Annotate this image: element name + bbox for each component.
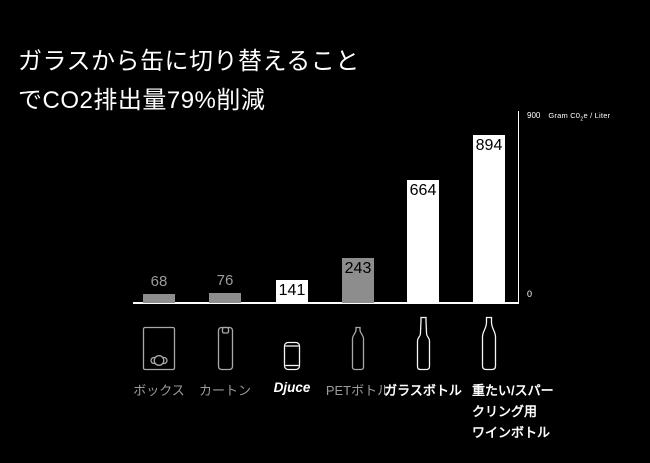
bar-sparkling-bottle — [473, 135, 505, 303]
x-axis-baseline — [133, 302, 519, 304]
slide-title-line2: でCO2排出量79%削減 — [18, 87, 266, 114]
box-icon — [142, 326, 176, 371]
category-label-sparkling-bottle: 重たい/スパー クリング用 ワインボトル — [472, 383, 554, 440]
glass-bottle-icon — [416, 316, 431, 371]
bar-can — [276, 280, 308, 303]
bar-glass-bottle — [407, 180, 439, 303]
bar-value-label: 243 — [344, 260, 372, 277]
unit-prefix: Gram C0 — [548, 111, 581, 120]
bar-value-label: 894 — [475, 137, 503, 154]
sparkling-bottle-icon — [481, 316, 497, 371]
slide-title: ガラスから缶に切り替えること でCO2排出量79%削減 — [18, 42, 360, 120]
bar-value-label: 141 — [278, 282, 306, 299]
category-label-box: ボックス — [133, 383, 185, 398]
bar-carton — [209, 293, 241, 303]
can-icon — [282, 341, 302, 371]
y-axis-zero-label: 0 — [527, 289, 533, 299]
category-label-can: Djuce — [273, 380, 311, 395]
bar-box — [143, 294, 175, 303]
unit-subscript: 2 — [580, 116, 584, 123]
carton-icon — [217, 326, 234, 371]
bar-value-label: 76 — [216, 272, 234, 289]
y-axis-line — [518, 111, 519, 303]
y-axis-max-label: 900 Gram C02e / Liter — [527, 111, 610, 123]
pet-bottle-icon — [351, 326, 365, 371]
bar-value-label: 664 — [409, 182, 437, 199]
y-axis-unit-label: Gram C02e / Liter — [548, 111, 610, 123]
category-label-carton: カートン — [198, 383, 251, 398]
bar-pet-bottle — [342, 258, 374, 303]
bar-value-label: 68 — [150, 273, 168, 290]
category-label-glass-bottle: ガラスボトル — [384, 383, 462, 398]
slide-title-line1: ガラスから缶に切り替えること — [18, 48, 360, 75]
category-label-pet-bottle: PETボトル — [325, 383, 391, 398]
unit-suffix: e / Liter — [583, 111, 611, 120]
y-axis-max-value: 900 — [527, 111, 541, 120]
